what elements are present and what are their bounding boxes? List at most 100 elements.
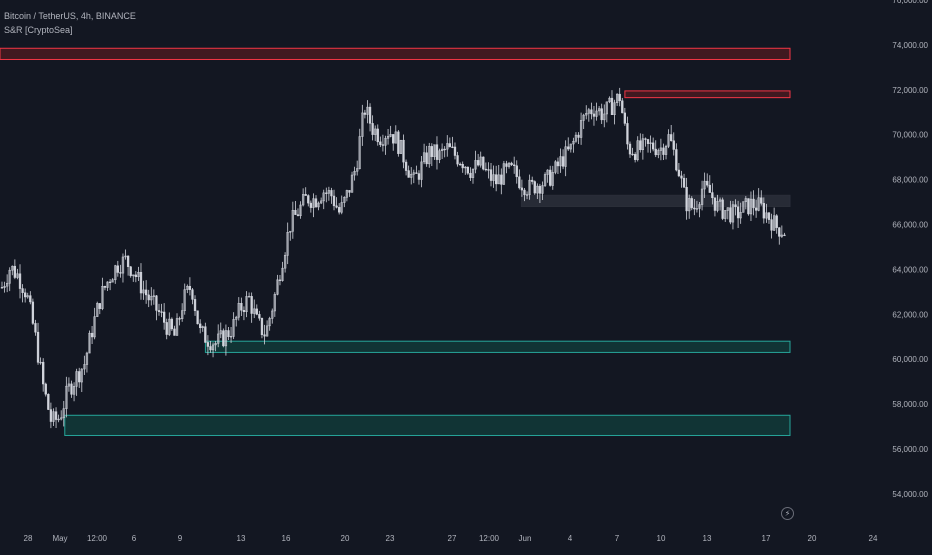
candle-body <box>330 190 333 197</box>
candle-body <box>173 328 176 336</box>
candle-body <box>680 175 683 179</box>
candle-body <box>224 330 228 347</box>
candle-body <box>435 144 439 160</box>
x-tick-label: 10 <box>657 534 666 543</box>
y-tick-label: 54,000.00 <box>892 490 928 499</box>
x-tick-label: 13 <box>703 534 712 543</box>
candle-body <box>384 137 387 146</box>
x-tick-label: 6 <box>132 534 137 543</box>
y-tick-label: 62,000.00 <box>892 310 928 319</box>
candle-body <box>294 210 297 215</box>
candle-body <box>44 383 47 395</box>
candle-body <box>561 156 565 167</box>
candle-body <box>397 131 400 154</box>
candle-body <box>281 267 284 281</box>
candle-body <box>312 198 315 208</box>
candle-body <box>88 332 91 354</box>
symbol-title[interactable]: Bitcoin / TetherUS, 4h, BINANCE <box>4 11 136 21</box>
candle-body <box>531 179 534 182</box>
candle-body <box>703 180 706 190</box>
candle-body <box>608 97 611 103</box>
candle-body <box>350 174 354 193</box>
candle-body <box>453 146 457 156</box>
candle-body <box>204 326 207 343</box>
candle-body <box>52 411 55 422</box>
candle-body <box>291 210 294 232</box>
candle-body <box>523 189 526 196</box>
candle-body <box>332 195 336 207</box>
candle-body <box>263 334 266 337</box>
candle-body <box>361 112 364 137</box>
candle-body <box>623 112 627 124</box>
candle-body <box>762 203 765 219</box>
candle-body <box>765 212 768 219</box>
candle-body <box>415 172 418 174</box>
candle-body <box>178 318 181 320</box>
candle-body <box>711 192 714 199</box>
candle-body <box>577 134 580 138</box>
candle-body <box>685 186 688 212</box>
candle-body <box>713 197 717 211</box>
candle-body <box>783 234 786 237</box>
candle-body <box>775 215 778 228</box>
candle-body <box>170 318 174 330</box>
candle-body <box>471 168 475 178</box>
candle-body <box>410 173 413 178</box>
chart-legend: Bitcoin / TetherUS, 4h, BINANCE S&R [Cry… <box>4 9 136 37</box>
candle-body <box>106 281 109 288</box>
candle-body <box>258 314 261 319</box>
resistance-zone-0 <box>0 47 791 60</box>
candle-body <box>155 295 158 311</box>
candle-body <box>217 333 220 344</box>
candle-body <box>670 134 673 142</box>
candle-body <box>299 204 302 216</box>
candle-body <box>518 176 521 189</box>
candle-body <box>461 164 464 169</box>
candle-body <box>780 234 784 237</box>
candle-body <box>325 192 328 194</box>
candle-body <box>590 109 593 115</box>
candle-body <box>188 286 192 290</box>
lightning-clock-icon[interactable]: ⚡ <box>781 507 794 520</box>
candle-body <box>541 185 544 194</box>
indicator-title[interactable]: S&R [CryptoSea] <box>4 25 73 35</box>
candle-body <box>428 146 431 165</box>
candle-body <box>34 323 37 333</box>
candle-body <box>142 289 145 294</box>
candle-body <box>466 166 470 174</box>
y-tick-label: 72,000.00 <box>892 86 928 95</box>
candle-body <box>199 323 202 329</box>
candle-body <box>754 207 758 211</box>
candle-body <box>366 106 369 115</box>
candle-body <box>103 286 107 288</box>
x-tick-label: 9 <box>178 534 183 543</box>
candle-body <box>114 265 117 281</box>
candle-body <box>134 274 137 278</box>
candle-body <box>21 288 24 293</box>
candle-body <box>700 188 704 205</box>
candle-body <box>639 140 642 151</box>
neutral-zone-2 <box>520 194 791 208</box>
candle-body <box>273 294 276 312</box>
candle-body <box>39 361 42 364</box>
candle-body <box>201 326 204 329</box>
candle-body <box>11 265 14 271</box>
candle-body <box>559 156 562 167</box>
candle-body <box>191 289 194 300</box>
candle-body <box>240 303 243 311</box>
candle-body <box>229 336 233 338</box>
candle-body <box>137 271 140 278</box>
candle-body <box>237 303 240 318</box>
candle-body <box>356 168 359 172</box>
candle-body <box>93 316 96 338</box>
candle-body <box>628 143 632 155</box>
candle-body <box>752 198 755 209</box>
candle-body <box>551 172 554 186</box>
candle-body <box>72 385 76 395</box>
candle-body <box>412 172 415 175</box>
candle-body <box>253 308 256 314</box>
y-tick-label: 70,000.00 <box>892 131 928 140</box>
candle-body <box>129 266 132 277</box>
